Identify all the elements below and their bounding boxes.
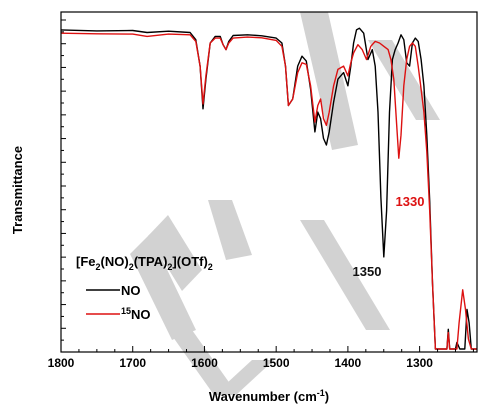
x-tick-label: 1600 bbox=[191, 356, 218, 370]
watermark bbox=[130, 12, 440, 395]
y-ticks bbox=[61, 19, 66, 353]
x-axis-label: Wavenumber (cm-1) bbox=[209, 388, 329, 404]
x-tick-label: 1700 bbox=[119, 356, 146, 370]
legend: [Fe2(NO)2(TPA)2](OTf)2 NO 15NO bbox=[76, 254, 213, 322]
peak-label-1330: 1330 bbox=[396, 194, 425, 209]
legend-title: [Fe2(NO)2(TPA)2](OTf)2 bbox=[76, 254, 213, 272]
plot-area: 1800 1700 1600 1500 1400 1300 bbox=[48, 11, 478, 370]
x-tick-label: 1300 bbox=[406, 356, 433, 370]
plot-frame bbox=[60, 11, 478, 353]
x-tick-label: 1500 bbox=[263, 356, 290, 370]
series-line-15no bbox=[60, 32, 477, 350]
legend-label-no: NO bbox=[121, 283, 141, 298]
series-lines bbox=[60, 27, 477, 350]
peak-label-1350: 1350 bbox=[353, 264, 382, 279]
legend-label-15no: 15NO bbox=[121, 306, 151, 322]
y-axis-label: Transmittance bbox=[10, 146, 25, 234]
x-tick-label: 1800 bbox=[48, 356, 75, 370]
series-line-no bbox=[60, 27, 477, 350]
x-tick-label: 1400 bbox=[335, 356, 362, 370]
x-ticks: 1800 1700 1600 1500 1400 1300 bbox=[48, 346, 474, 370]
